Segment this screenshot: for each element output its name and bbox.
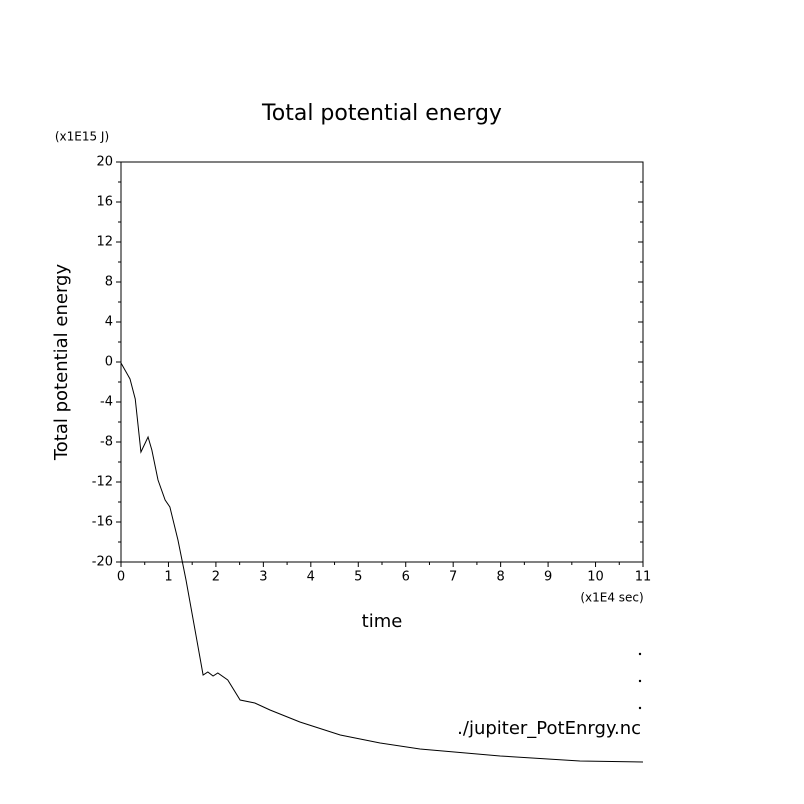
- x-tick-label: 3: [259, 570, 267, 585]
- chart-title: Total potential energy: [261, 101, 502, 126]
- y-tick-label: 0: [105, 355, 113, 370]
- y-tick-label: 20: [96, 155, 113, 170]
- dot: [638, 652, 642, 656]
- x-tick-label: 4: [307, 570, 315, 585]
- x-tick-label: 7: [449, 570, 457, 585]
- x-tick-label: 6: [402, 570, 410, 585]
- x-axis-title: time: [362, 611, 403, 632]
- y-tick-label: 12: [96, 235, 113, 250]
- x-tick-label: 10: [587, 570, 604, 585]
- plot-frame: [120, 161, 644, 563]
- dot: [638, 679, 642, 683]
- x-tick-label: 1: [164, 570, 172, 585]
- y-tick-label: 8: [105, 275, 113, 290]
- x-tick-label: 8: [496, 570, 504, 585]
- data-line: [120, 362, 644, 763]
- x-tick-label: 2: [212, 570, 220, 585]
- x-tick-label: 11: [635, 570, 652, 585]
- y-axis-title: Total potential energy: [51, 264, 72, 462]
- x-tick-label: 5: [354, 570, 362, 585]
- x-tick-label: 9: [544, 570, 552, 585]
- x-tick-label: 0: [117, 570, 125, 585]
- y-tick-label: -12: [92, 475, 113, 490]
- x-unit: (x1E4 sec): [580, 591, 643, 605]
- y-tick-label: -4: [100, 395, 113, 410]
- y-tick-label: -16: [92, 515, 113, 530]
- annotation: ./jupiter_PotEnrgy.nc: [457, 718, 641, 739]
- y-tick-label: 16: [96, 195, 113, 210]
- y-tick-label: 4: [105, 315, 113, 330]
- y-tick-label: -20: [92, 555, 113, 570]
- y-tick-label: -8: [100, 435, 113, 450]
- y-unit: (x1E15 J): [55, 130, 109, 144]
- dot: [638, 706, 642, 710]
